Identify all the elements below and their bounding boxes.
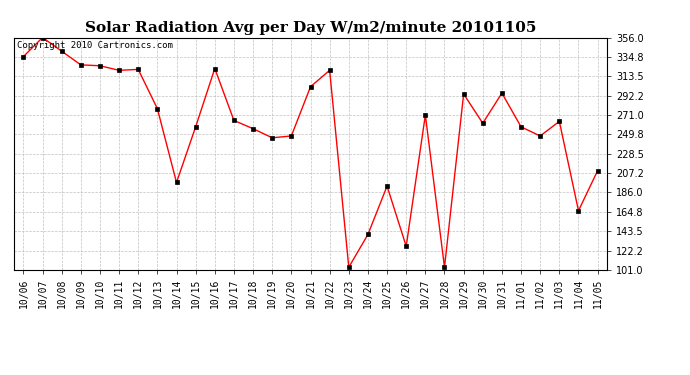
Title: Solar Radiation Avg per Day W/m2/minute 20101105: Solar Radiation Avg per Day W/m2/minute …: [85, 21, 536, 35]
Text: Copyright 2010 Cartronics.com: Copyright 2010 Cartronics.com: [17, 41, 172, 50]
